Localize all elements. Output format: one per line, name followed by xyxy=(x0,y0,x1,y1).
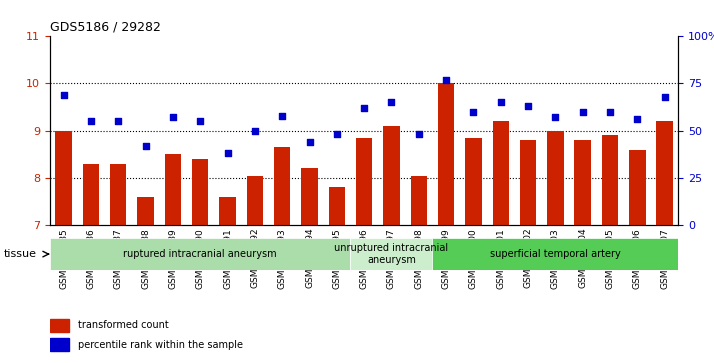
Bar xyxy=(575,140,591,225)
FancyBboxPatch shape xyxy=(351,238,433,270)
Text: unruptured intracranial
aneurysm: unruptured intracranial aneurysm xyxy=(334,243,448,265)
Point xyxy=(495,99,506,105)
Bar xyxy=(547,131,563,225)
Point xyxy=(577,109,588,115)
Point xyxy=(331,131,343,137)
FancyBboxPatch shape xyxy=(50,238,351,270)
Point xyxy=(167,115,178,121)
Point xyxy=(276,113,288,118)
Bar xyxy=(656,121,673,225)
Point xyxy=(85,118,96,124)
Bar xyxy=(56,131,72,225)
Point xyxy=(140,143,151,149)
Bar xyxy=(192,159,208,225)
Point xyxy=(113,118,124,124)
Point xyxy=(249,128,261,134)
FancyBboxPatch shape xyxy=(433,238,678,270)
Text: percentile rank within the sample: percentile rank within the sample xyxy=(79,340,243,350)
Point xyxy=(441,77,452,83)
Bar xyxy=(602,135,618,225)
Text: tissue: tissue xyxy=(4,249,36,259)
Text: superficial temporal artery: superficial temporal artery xyxy=(490,249,620,259)
Point xyxy=(194,118,206,124)
Bar xyxy=(520,140,536,225)
Point xyxy=(303,139,315,145)
Text: ruptured intracranial aneurysm: ruptured intracranial aneurysm xyxy=(124,249,277,259)
Point xyxy=(413,131,425,137)
Bar xyxy=(246,175,263,225)
Bar xyxy=(328,187,345,225)
Bar xyxy=(383,126,400,225)
Bar xyxy=(301,168,318,225)
Bar xyxy=(219,197,236,225)
Point xyxy=(222,150,233,156)
Bar xyxy=(466,138,482,225)
Point xyxy=(523,103,534,109)
Point xyxy=(468,109,479,115)
Point xyxy=(659,94,670,99)
Bar xyxy=(438,83,454,225)
Point xyxy=(550,115,561,121)
Point xyxy=(358,105,370,111)
Bar xyxy=(110,164,126,225)
Text: GDS5186 / 29282: GDS5186 / 29282 xyxy=(50,21,161,34)
Bar xyxy=(83,164,99,225)
Bar xyxy=(165,154,181,225)
Point xyxy=(632,117,643,122)
Bar xyxy=(137,197,154,225)
Bar xyxy=(356,138,372,225)
Bar xyxy=(629,150,645,225)
Point xyxy=(604,109,615,115)
Bar xyxy=(493,121,509,225)
Bar xyxy=(50,338,69,351)
Point xyxy=(386,99,397,105)
Bar xyxy=(411,175,427,225)
Bar xyxy=(274,147,291,225)
Bar xyxy=(50,319,69,332)
Point xyxy=(58,92,69,98)
Text: transformed count: transformed count xyxy=(79,320,169,330)
